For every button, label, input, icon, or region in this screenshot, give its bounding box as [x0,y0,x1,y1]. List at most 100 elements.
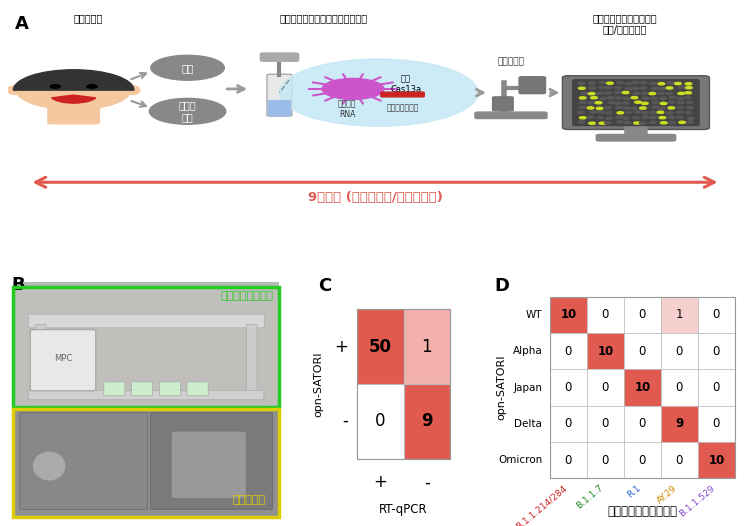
Circle shape [659,87,666,89]
Text: 10: 10 [634,381,650,394]
Text: B.1.1.529: B.1.1.529 [677,483,716,518]
Circle shape [642,112,649,114]
FancyBboxPatch shape [104,382,125,396]
Text: 自動分注ロボット: 自動分注ロボット [221,290,274,300]
Circle shape [686,101,693,104]
Bar [624,442,661,479]
FancyBboxPatch shape [48,106,99,124]
Bar [661,442,698,479]
Circle shape [604,122,611,124]
Circle shape [599,97,606,99]
Bar [624,369,661,406]
Text: -: - [342,412,348,430]
Circle shape [634,122,640,124]
Circle shape [597,92,603,94]
Bar [357,384,404,459]
Text: 50: 50 [369,338,392,356]
Circle shape [605,112,612,114]
Bar [661,369,698,406]
Text: 蛍光顕微鏡: 蛍光顕微鏡 [232,494,266,504]
Text: -: - [424,473,430,491]
Circle shape [686,112,692,114]
Circle shape [650,121,656,124]
Circle shape [639,122,646,124]
Circle shape [614,102,620,104]
Circle shape [640,87,646,89]
Text: 唾液: 唾液 [182,63,194,73]
Bar [698,333,735,369]
Circle shape [608,102,615,104]
FancyBboxPatch shape [35,325,46,397]
Circle shape [632,87,639,89]
Circle shape [634,111,641,113]
Circle shape [668,116,675,118]
Circle shape [651,112,657,114]
Circle shape [587,116,594,118]
Bar [587,333,624,369]
Bar [550,297,735,479]
Circle shape [599,86,606,89]
Circle shape [626,83,632,85]
FancyBboxPatch shape [28,390,264,400]
Ellipse shape [125,86,140,95]
Text: Delta: Delta [514,419,542,429]
Circle shape [624,122,631,124]
Text: RT-qPCR: RT-qPCR [380,503,427,516]
Text: 9: 9 [421,412,433,430]
Circle shape [666,87,673,89]
Circle shape [686,106,693,109]
Circle shape [87,85,98,88]
Circle shape [631,107,637,109]
Circle shape [578,112,584,114]
FancyBboxPatch shape [381,92,424,97]
Circle shape [597,117,604,119]
Text: Omicron: Omicron [498,456,542,466]
Circle shape [666,93,673,95]
Text: ウイルスの自動個数定量
陽性/変異株判定: ウイルスの自動個数定量 陽性/変異株判定 [592,13,657,35]
Text: ウイルス
RNA: ウイルス RNA [338,99,356,119]
Circle shape [617,112,623,114]
Bar [357,309,450,459]
Text: WT: WT [526,310,542,320]
Text: Alpha: Alpha [512,346,542,356]
Bar [404,309,450,384]
Text: 0: 0 [639,345,646,358]
FancyBboxPatch shape [519,77,545,94]
Circle shape [669,122,676,124]
Text: 0: 0 [602,454,609,467]
Text: 0: 0 [375,412,386,430]
FancyBboxPatch shape [171,431,246,498]
Circle shape [633,93,640,95]
Text: 0: 0 [676,345,683,358]
Circle shape [599,82,606,84]
Circle shape [599,122,606,124]
Text: 自動顕微鏡: 自動顕微鏡 [497,58,524,67]
Text: B: B [12,276,26,294]
Circle shape [616,82,623,84]
Circle shape [590,111,597,113]
Circle shape [652,101,658,104]
Circle shape [615,92,622,94]
Text: R.1: R.1 [626,483,643,500]
FancyBboxPatch shape [573,80,699,126]
Circle shape [607,82,613,84]
Text: 10: 10 [560,308,577,321]
Circle shape [589,87,596,89]
Circle shape [589,82,596,84]
Circle shape [685,96,692,98]
Circle shape [631,96,638,99]
Circle shape [606,117,613,119]
Text: 0: 0 [565,345,572,358]
Circle shape [641,102,648,105]
Circle shape [604,92,611,94]
Circle shape [626,88,632,90]
Circle shape [596,107,603,109]
Circle shape [677,102,684,104]
Circle shape [50,85,61,88]
Circle shape [596,102,602,104]
Circle shape [32,451,66,481]
Circle shape [588,93,595,95]
Circle shape [650,97,657,99]
Bar [550,406,587,442]
Bar [357,309,404,384]
